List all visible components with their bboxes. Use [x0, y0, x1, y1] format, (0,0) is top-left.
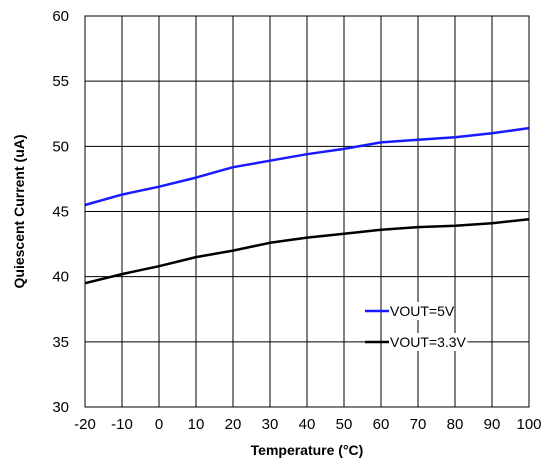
x-tick-label: 40 — [299, 416, 316, 433]
x-tick-label: 100 — [516, 416, 541, 433]
y-axis-title: Quiescent Current (uA) — [11, 134, 27, 288]
x-tick-label: 20 — [225, 416, 242, 433]
y-tick-label: 60 — [52, 8, 69, 25]
x-tick-label: 0 — [155, 416, 163, 433]
y-tick-label: 35 — [52, 334, 69, 351]
legend-label-bg — [389, 333, 468, 351]
legend-label-bg — [389, 302, 451, 320]
x-tick-label: 30 — [262, 416, 279, 433]
y-tick-label: 30 — [52, 399, 69, 416]
x-axis-title: Temperature (°C) — [251, 442, 364, 458]
y-tick-label: 50 — [52, 138, 69, 155]
x-tick-label: 10 — [188, 416, 205, 433]
legend: VOUT=5V VOUT=3.3V — [365, 302, 468, 351]
x-tick-label: 90 — [484, 416, 501, 433]
x-axis-ticks: -20 -10 0 10 20 30 40 50 60 70 80 90 100 — [74, 416, 541, 433]
legend-label: VOUT=3.3V — [390, 334, 467, 350]
plot-frame — [84, 15, 530, 408]
y-tick-label: 55 — [52, 73, 69, 90]
series-line-vout-3v3 — [84, 218, 530, 285]
x-tick-label: 60 — [373, 416, 390, 433]
series-line-vout-5v — [84, 126, 530, 207]
x-tick-label: 70 — [410, 416, 427, 433]
y-tick-label: 45 — [52, 204, 69, 221]
y-tick-label: 40 — [52, 269, 69, 286]
x-tick-label: 50 — [336, 416, 353, 433]
legend-label: VOUT=5V — [390, 303, 455, 319]
x-tick-label: -20 — [74, 416, 96, 433]
x-tick-label: -10 — [111, 416, 133, 433]
y-axis-ticks: 30 35 40 45 50 55 60 — [52, 8, 69, 416]
x-tick-label: 80 — [447, 416, 464, 433]
series-lines — [84, 126, 530, 285]
